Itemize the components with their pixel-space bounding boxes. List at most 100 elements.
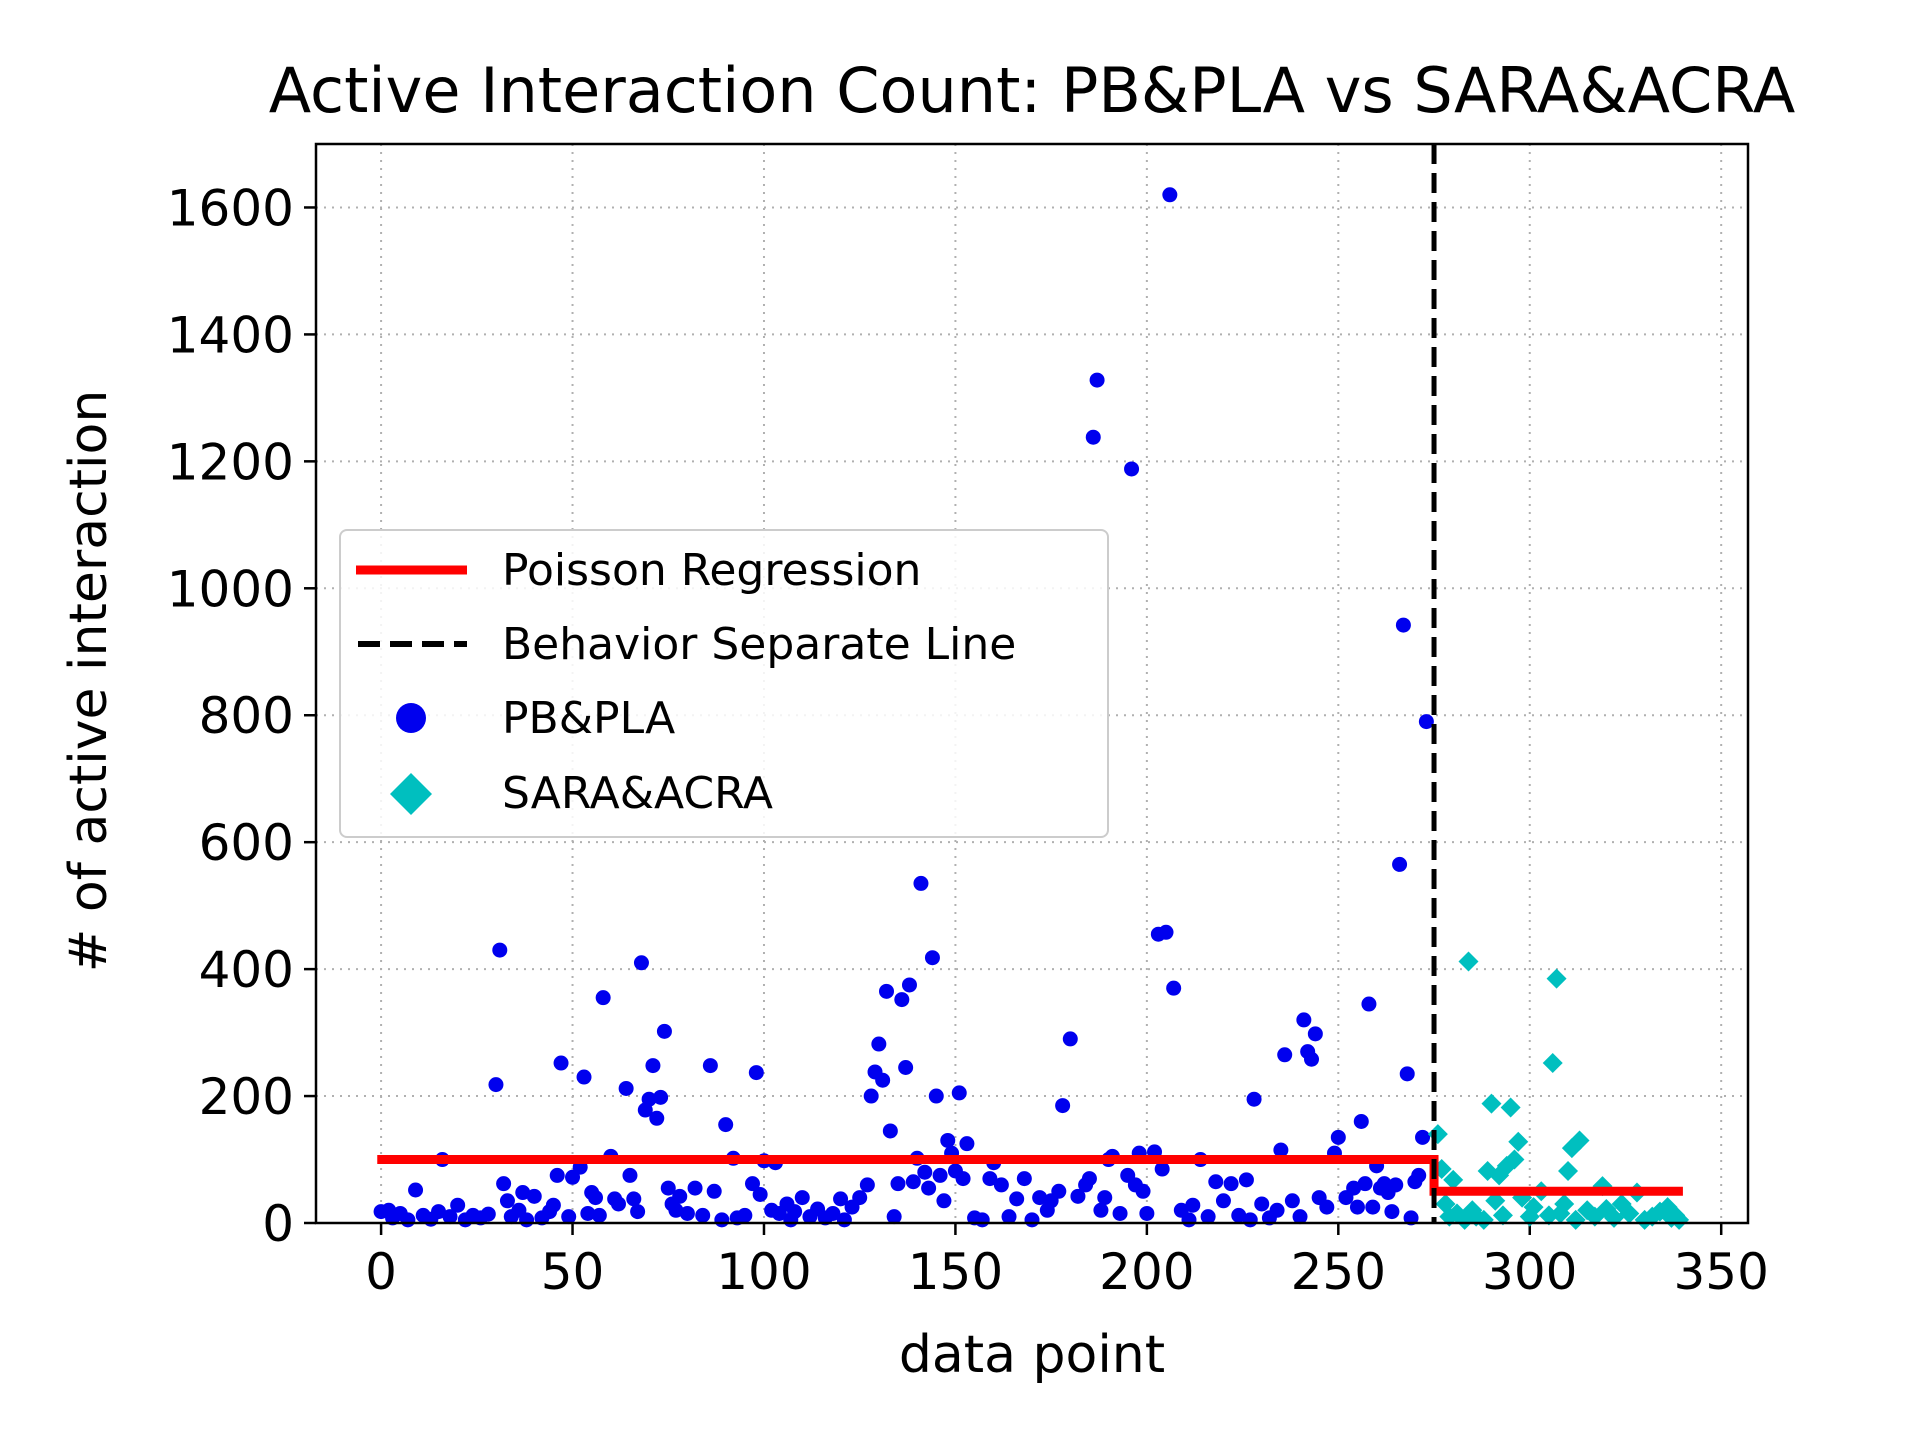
pb-pla-point [1181,1212,1197,1228]
pb-pla-point [1001,1209,1017,1225]
pb-pla-point [1277,1047,1293,1063]
sara-acra-point [1504,1149,1525,1170]
pb-pla-point [752,1186,768,1202]
pb-pla-point [622,1167,638,1183]
pb-pla-series [373,187,1434,1228]
pb-pla-point [1292,1209,1308,1225]
pb-pla-point [714,1212,730,1228]
y-tick-label: 1000 [167,560,294,618]
pb-pla-point [863,1088,879,1104]
pb-pla-point [1158,924,1174,940]
pb-pla-point [921,1180,937,1196]
pb-pla-point [936,1193,952,1209]
sara-acra-point [1523,1197,1544,1218]
pb-pla-point [932,1167,948,1183]
pb-pla-point [515,1185,531,1201]
pb-pla-point [901,977,917,993]
pb-pla-point [618,1080,634,1096]
pb-pla-point [679,1205,695,1221]
pb-pla-point [580,1205,596,1221]
pb-pla-point [1009,1191,1025,1207]
x-tick-label: 100 [716,1243,811,1301]
pb-pla-point [653,1089,669,1105]
pb-pla-point [545,1197,561,1213]
x-tick-label: 0 [365,1243,397,1301]
pb-pla-point [1388,1177,1404,1193]
pb-pla-point [672,1188,688,1204]
pb-pla-point [1085,429,1101,445]
pb-pla-point [852,1190,868,1206]
pb-pla-point [1089,372,1105,388]
pb-pla-point [1415,1129,1431,1145]
pb-pla-point [1070,1188,1086,1204]
sara-acra-point [1443,1169,1464,1190]
sara-acra-point [1619,1203,1640,1224]
x-tick-label: 350 [1673,1243,1768,1301]
x-tick-label: 250 [1291,1243,1386,1301]
pb-pla-point [553,1055,569,1071]
pb-pla-point [1200,1209,1216,1225]
sara-acra-point [1669,1209,1690,1230]
pb-pla-point [450,1197,466,1213]
sara-acra-point [1546,968,1567,989]
y-tick-label: 400 [199,941,294,999]
pb-pla-point [982,1171,998,1187]
y-tick-label: 1600 [167,179,294,237]
pb-pla-point [718,1117,734,1133]
pb-pla-point [400,1212,416,1228]
pb-pla-point [898,1059,914,1075]
pb-pla-point [431,1204,447,1220]
sara-acra-point [1542,1053,1563,1074]
pb-pla-point [1349,1199,1365,1215]
sara-acra-point [1427,1124,1448,1145]
x-axis-ticks: 0 50 100 150 200 250 300 350 [365,1223,1769,1301]
pb-pla-point [1365,1199,1381,1215]
legend-label-pb-pla: PB&PLA [502,693,675,744]
pb-pla-point [1185,1197,1201,1213]
sara-acra-point [1458,951,1479,972]
pb-pla-point [442,1209,458,1225]
sara-acra-point [1554,1193,1575,1214]
pb-pla-point [595,990,611,1006]
pb-pla-point [408,1182,424,1198]
pb-pla-point [1112,1205,1128,1221]
pb-pla-point [1242,1212,1258,1228]
sara-acra-point [1485,1190,1506,1211]
pb-pla-point [702,1058,718,1074]
legend-label-separator: Behavior Separate Line [502,619,1016,670]
pb-pla-point [1273,1142,1289,1158]
pb-pla-point [480,1206,496,1222]
plot-frame [314,142,1750,1225]
pb-pla-point [1016,1171,1032,1187]
pb-pla-point [882,1123,898,1139]
pb-pla-point [951,1085,967,1101]
pb-pla-point [1418,714,1434,730]
pb-pla-point [526,1188,542,1204]
pb-pla-point [561,1209,577,1225]
pb-pla-point [519,1212,535,1228]
sara-acra-point [1481,1093,1502,1114]
pb-pla-point [871,1036,887,1052]
pb-pla-point [1124,461,1140,477]
pb-pla-point [1246,1091,1262,1107]
pb-pla-point [993,1177,1009,1193]
pb-pla-point [656,1023,672,1039]
pb-pla-point [1403,1210,1419,1226]
pb-pla-point [1166,980,1182,996]
pb-pla-point [496,1176,512,1192]
pb-pla-point [1032,1190,1048,1206]
pb-pla-point [1162,187,1178,203]
x-tick-label: 150 [908,1243,1003,1301]
pb-pla-point [879,983,895,999]
pb-pla-point [1284,1193,1300,1209]
pb-pla-point [1353,1113,1369,1129]
pb-pla-point [576,1069,592,1085]
pb-pla-point [488,1077,504,1093]
pb-pla-point [1319,1199,1335,1215]
legend-marker-pb-pla [396,703,426,733]
pb-pla-point [649,1110,665,1126]
pb-pla-point [1296,1012,1312,1028]
pb-pla-point [695,1207,711,1223]
pb-pla-point [660,1180,676,1196]
